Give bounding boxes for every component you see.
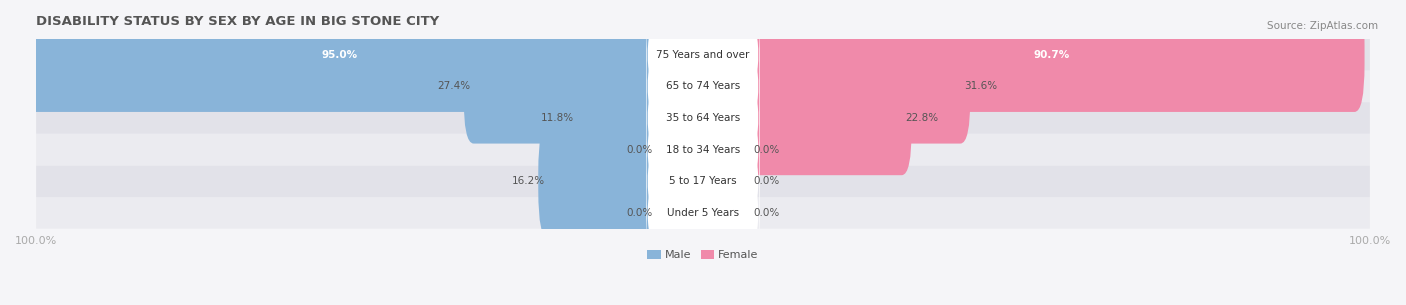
Legend: Male, Female: Male, Female <box>643 246 763 265</box>
FancyBboxPatch shape <box>647 29 759 144</box>
FancyBboxPatch shape <box>647 0 759 112</box>
FancyBboxPatch shape <box>647 156 759 270</box>
Text: 35 to 64 Years: 35 to 64 Years <box>666 113 740 123</box>
Text: 95.0%: 95.0% <box>322 50 357 60</box>
FancyBboxPatch shape <box>464 29 666 144</box>
FancyBboxPatch shape <box>568 61 666 175</box>
FancyBboxPatch shape <box>647 92 759 207</box>
Text: 65 to 74 Years: 65 to 74 Years <box>666 81 740 91</box>
Text: 0.0%: 0.0% <box>627 145 652 155</box>
Text: 0.0%: 0.0% <box>754 208 779 218</box>
Text: 16.2%: 16.2% <box>512 176 546 186</box>
FancyBboxPatch shape <box>37 39 1369 70</box>
FancyBboxPatch shape <box>37 70 1369 102</box>
FancyBboxPatch shape <box>740 61 911 175</box>
Text: 0.0%: 0.0% <box>754 145 779 155</box>
Text: 0.0%: 0.0% <box>627 208 652 218</box>
Text: 18 to 34 Years: 18 to 34 Years <box>666 145 740 155</box>
FancyBboxPatch shape <box>647 124 759 239</box>
Text: 75 Years and over: 75 Years and over <box>657 50 749 60</box>
Text: 11.8%: 11.8% <box>541 113 574 123</box>
Text: 22.8%: 22.8% <box>905 113 938 123</box>
Text: Under 5 Years: Under 5 Years <box>666 208 740 218</box>
FancyBboxPatch shape <box>37 102 1369 134</box>
Text: 5 to 17 Years: 5 to 17 Years <box>669 176 737 186</box>
Text: 27.4%: 27.4% <box>437 81 470 91</box>
FancyBboxPatch shape <box>740 29 970 144</box>
Text: 0.0%: 0.0% <box>754 176 779 186</box>
FancyBboxPatch shape <box>37 134 1369 165</box>
Text: 31.6%: 31.6% <box>963 81 997 91</box>
Text: Source: ZipAtlas.com: Source: ZipAtlas.com <box>1267 21 1378 31</box>
Text: DISABILITY STATUS BY SEX BY AGE IN BIG STONE CITY: DISABILITY STATUS BY SEX BY AGE IN BIG S… <box>37 15 439 28</box>
Text: 90.7%: 90.7% <box>1033 50 1070 60</box>
FancyBboxPatch shape <box>647 61 759 175</box>
FancyBboxPatch shape <box>37 165 1369 197</box>
FancyBboxPatch shape <box>538 124 666 239</box>
FancyBboxPatch shape <box>13 0 666 112</box>
FancyBboxPatch shape <box>740 0 1365 112</box>
FancyBboxPatch shape <box>37 197 1369 229</box>
